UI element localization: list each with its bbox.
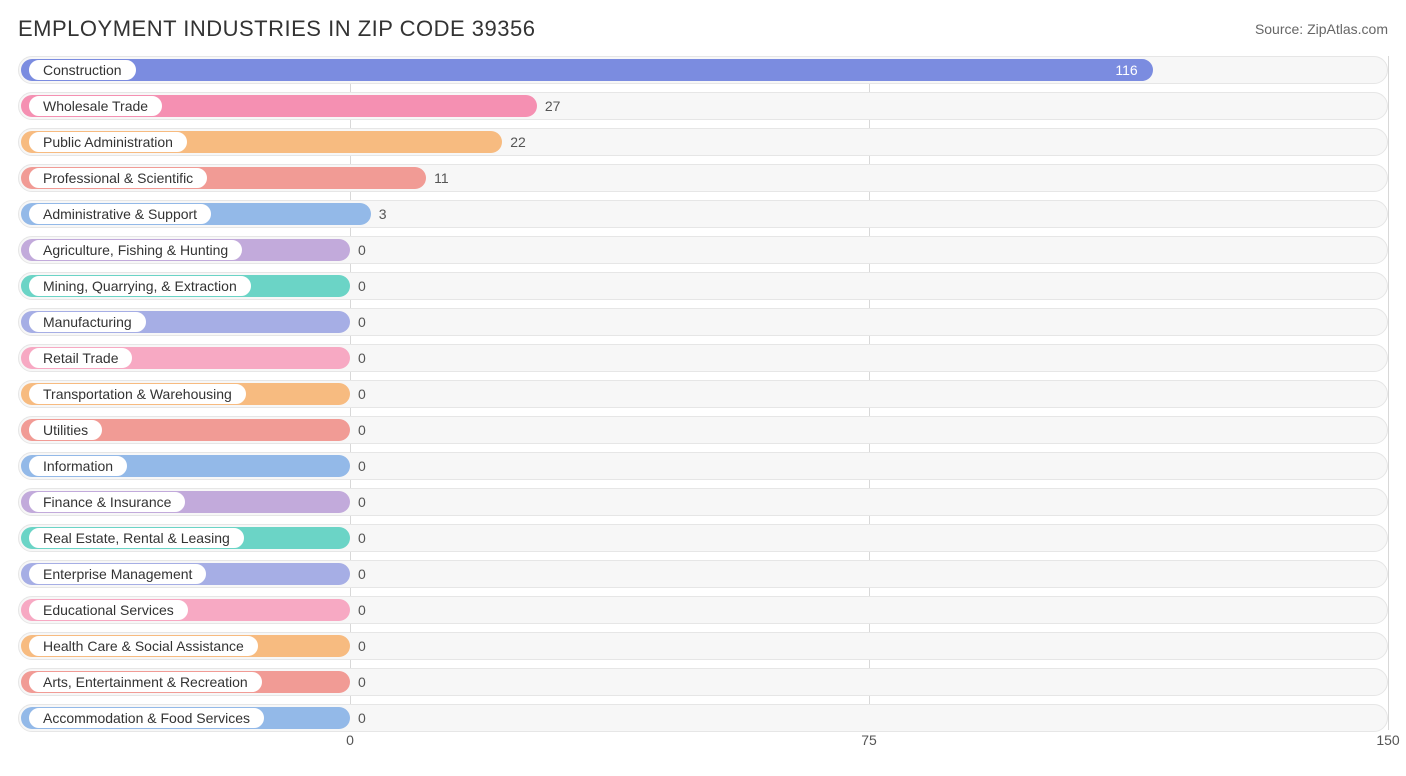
value-label: 0 [350,704,366,732]
category-pill: Real Estate, Rental & Leasing [28,527,245,549]
category-pill: Enterprise Management [28,563,207,585]
bar-row: Real Estate, Rental & Leasing 0 [18,524,1388,552]
bar-row: Health Care & Social Assistance 0 [18,632,1388,660]
value-label: 3 [371,200,387,228]
tick-label: 75 [861,732,877,748]
value-label: 0 [350,308,366,336]
tick-label: 0 [346,732,354,748]
employment-chart: EMPLOYMENT INDUSTRIES IN ZIP CODE 39356 … [0,0,1406,776]
bar-row: Wholesale Trade 27 [18,92,1388,120]
plot-area: Construction116 Wholesale Trade 27 Public A… [18,56,1388,748]
category-pill: Information [28,455,128,477]
x-axis: 075150 [18,730,1388,748]
category-pill: Arts, Entertainment & Recreation [28,671,263,693]
category-pill: Educational Services [28,599,189,621]
value-label: 0 [350,236,366,264]
bar-row: Transportation & Warehousing 0 [18,380,1388,408]
source-label: Source: ZipAtlas.com [1255,21,1388,37]
value-label: 27 [537,92,561,120]
category-pill: Mining, Quarrying, & Extraction [28,275,252,297]
bar-row: Public Administration 22 [18,128,1388,156]
value-label: 11 [426,164,449,192]
bar-row: Agriculture, Fishing & Hunting 0 [18,236,1388,264]
bar-row: Information 0 [18,452,1388,480]
chart-title: EMPLOYMENT INDUSTRIES IN ZIP CODE 39356 [18,16,536,42]
value-label: 0 [350,524,366,552]
bar-row: Utilities 0 [18,416,1388,444]
value-label: 0 [350,596,366,624]
gridline [1388,56,1389,730]
bar-row: Construction116 [18,56,1388,84]
category-pill: Manufacturing [28,311,147,333]
value-label: 0 [350,272,366,300]
value-label: 0 [350,560,366,588]
bar-row: Professional & Scientific 11 [18,164,1388,192]
bar-row: Educational Services 0 [18,596,1388,624]
category-pill: Wholesale Trade [28,95,163,117]
tick-label: 150 [1376,732,1399,748]
value-label: 0 [350,632,366,660]
value-label: 116 [18,56,1150,84]
category-pill: Health Care & Social Assistance [28,635,259,657]
bar-row: Administrative & Support 3 [18,200,1388,228]
bar-row: Enterprise Management 0 [18,560,1388,588]
category-pill: Administrative & Support [28,203,212,225]
bar-row: Arts, Entertainment & Recreation 0 [18,668,1388,696]
value-label: 0 [350,452,366,480]
bar-row: Mining, Quarrying, & Extraction 0 [18,272,1388,300]
category-pill: Agriculture, Fishing & Hunting [28,239,243,261]
category-pill: Accommodation & Food Services [28,707,265,729]
category-pill: Utilities [28,419,103,441]
value-label: 0 [350,668,366,696]
value-label: 0 [350,380,366,408]
category-pill: Transportation & Warehousing [28,383,247,405]
value-label: 0 [350,488,366,516]
category-pill: Finance & Insurance [28,491,186,513]
chart-header: EMPLOYMENT INDUSTRIES IN ZIP CODE 39356 … [18,16,1388,42]
category-pill: Public Administration [28,131,188,153]
bar-row: Retail Trade 0 [18,344,1388,372]
value-label: 22 [502,128,526,156]
value-label: 0 [350,344,366,372]
value-label: 0 [350,416,366,444]
category-pill: Professional & Scientific [28,167,208,189]
bar-row: Finance & Insurance 0 [18,488,1388,516]
bar-row: Manufacturing 0 [18,308,1388,336]
category-pill: Retail Trade [28,347,133,369]
bar-row: Accommodation & Food Services 0 [18,704,1388,732]
